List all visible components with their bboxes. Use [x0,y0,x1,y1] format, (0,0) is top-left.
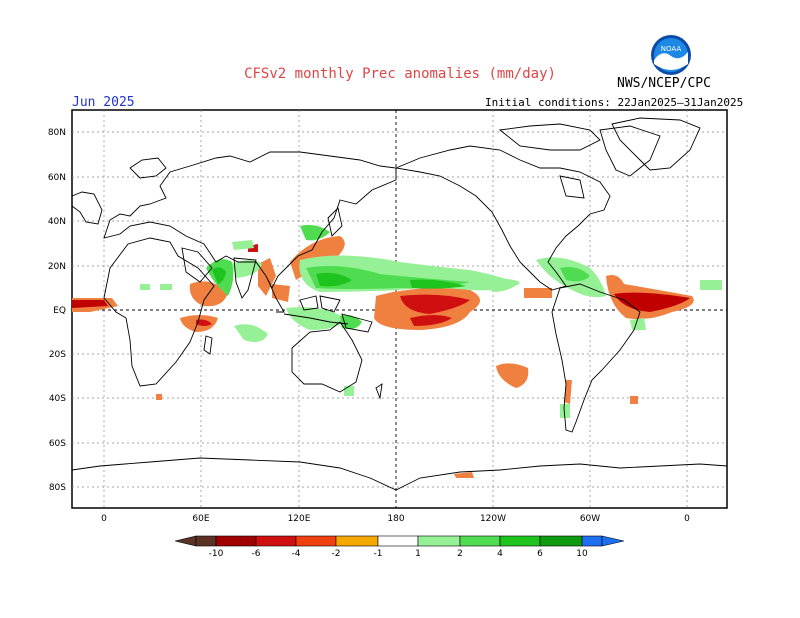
colorbar-label: -10 [209,549,224,559]
lon-label: 60E [192,514,209,524]
lon-label: 120W [480,514,506,524]
colorbar-segment [601,535,625,547]
colorbar-label: 1 [415,549,421,559]
colorbar-label: 4 [497,549,503,559]
lat-label: 80S [49,483,66,493]
forecast-month: Jun 2025 [72,95,135,110]
lat-label: 20S [49,350,66,360]
noaa-logo: NOAA [650,34,692,76]
colorbar-segment [499,535,541,547]
colorbar-segment [335,535,379,547]
lat-label: 60S [49,439,66,449]
colorbar-label: -2 [332,549,341,559]
colorbar-label: 10 [576,549,588,559]
anomaly-fields [72,224,722,478]
lat-label: 40N [48,217,66,227]
graticule [72,110,727,508]
colorbar-segment [215,535,257,547]
colorbar-label: -1 [374,549,383,559]
lat-label: 20N [48,262,66,272]
colorbar-label: -4 [292,549,301,559]
lat-label: EQ [53,306,66,316]
lon-label: 60W [580,514,600,524]
longitude-labels: 0 60E 120E 180 120W 60W 0 [101,514,690,524]
lon-label: 120E [288,514,311,524]
map-title: CFSv2 monthly Prec anomalies (mm/day) [244,66,556,82]
colorbar-label: 6 [537,549,543,559]
agency-label: NWS/NCEP/CPC [617,76,711,91]
colorbar-segment [195,535,217,547]
lat-label: 80N [48,128,66,138]
latitude-labels: 80N 60N 40N 20N EQ 20S 40S 60S 80S [48,128,66,493]
lon-label: 180 [387,514,404,524]
colorbar-segment [174,535,197,547]
colorbar-segment [417,535,461,547]
lon-label: 0 [684,514,690,524]
colorbar-segment [581,535,603,547]
coastlines [71,117,728,491]
lat-label: 60N [48,173,66,183]
colorbar: -10 -6 -4 -2 -1 1 2 4 6 10 [174,535,625,559]
colorbar-segment [459,535,501,547]
colorbar-segment [255,535,297,547]
colorbar-label: 2 [457,549,463,559]
colorbar-segment [377,535,419,547]
colorbar-segment [539,535,583,547]
lon-label: 0 [101,514,107,524]
colorbar-label: -6 [252,549,261,559]
initial-conditions: Initial conditions: 22Jan2025–31Jan2025 [485,96,744,109]
svg-text:NOAA: NOAA [661,45,682,53]
lat-label: 40S [49,394,66,404]
colorbar-segment [295,535,337,547]
